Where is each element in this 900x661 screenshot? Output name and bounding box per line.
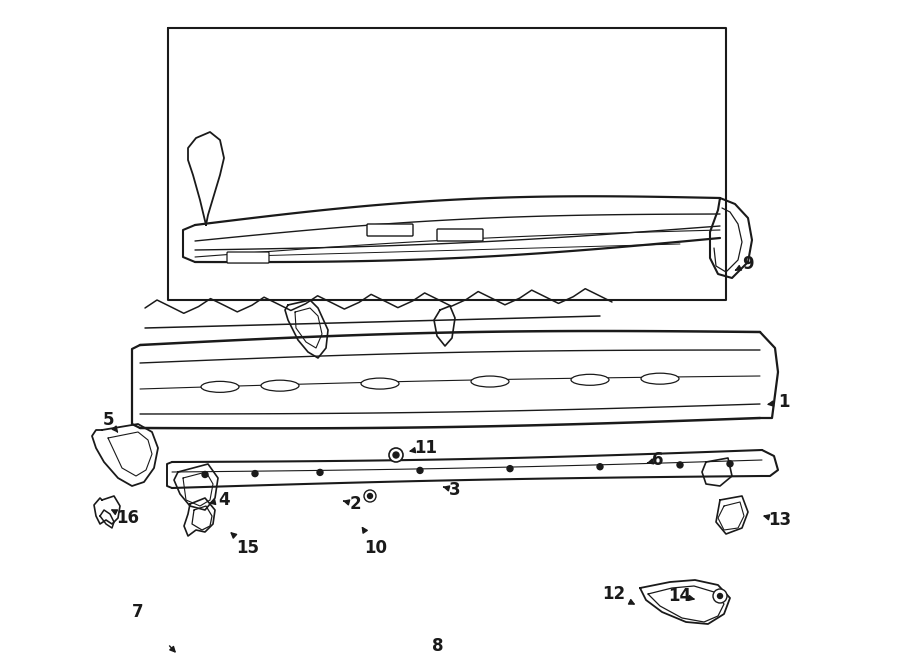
Circle shape <box>727 461 733 467</box>
Circle shape <box>364 490 376 502</box>
Circle shape <box>317 469 323 475</box>
Text: 14: 14 <box>669 587 691 605</box>
Circle shape <box>367 494 373 498</box>
Circle shape <box>389 448 403 462</box>
Text: 16: 16 <box>116 509 140 527</box>
Circle shape <box>507 465 513 472</box>
Ellipse shape <box>641 373 679 384</box>
Ellipse shape <box>471 376 509 387</box>
Circle shape <box>597 464 603 470</box>
Text: 2: 2 <box>349 495 361 513</box>
FancyBboxPatch shape <box>367 224 413 236</box>
Text: 11: 11 <box>415 439 437 457</box>
FancyBboxPatch shape <box>227 252 269 263</box>
Text: 12: 12 <box>602 585 626 603</box>
Circle shape <box>252 471 258 477</box>
Text: 3: 3 <box>449 481 461 499</box>
Text: 15: 15 <box>237 539 259 557</box>
Text: 10: 10 <box>364 539 388 557</box>
Ellipse shape <box>361 378 399 389</box>
Text: 6: 6 <box>652 451 664 469</box>
Circle shape <box>677 462 683 468</box>
Circle shape <box>717 594 723 598</box>
Ellipse shape <box>261 380 299 391</box>
Text: 1: 1 <box>778 393 790 411</box>
Ellipse shape <box>201 381 239 393</box>
Circle shape <box>393 452 399 458</box>
Text: 8: 8 <box>432 637 444 655</box>
Text: 5: 5 <box>103 411 113 429</box>
Text: 13: 13 <box>769 511 792 529</box>
Circle shape <box>417 467 423 473</box>
Text: 9: 9 <box>742 255 754 273</box>
Circle shape <box>202 471 208 477</box>
Text: 4: 4 <box>218 491 230 509</box>
Circle shape <box>713 589 727 603</box>
FancyBboxPatch shape <box>437 229 483 241</box>
Text: 7: 7 <box>132 603 144 621</box>
Ellipse shape <box>571 374 609 385</box>
